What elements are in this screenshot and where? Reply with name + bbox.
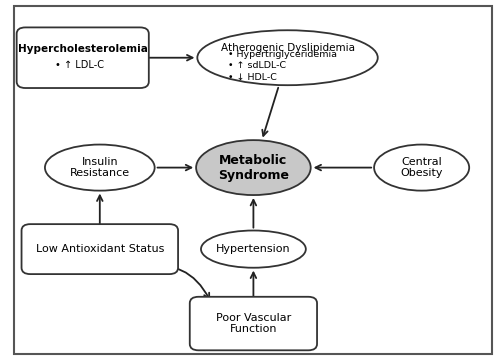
- Ellipse shape: [374, 145, 469, 191]
- Text: • ↑ LDL-C: • ↑ LDL-C: [55, 60, 104, 70]
- Ellipse shape: [196, 140, 310, 195]
- FancyBboxPatch shape: [190, 297, 317, 350]
- Text: Low Antioxidant Status: Low Antioxidant Status: [36, 244, 164, 254]
- Text: Poor Vascular
Function: Poor Vascular Function: [216, 313, 291, 334]
- Ellipse shape: [198, 30, 378, 85]
- Text: Hypertension: Hypertension: [216, 244, 290, 254]
- Text: • Hypertriglyceridemia
• ↑ sdLDL-C
• ↓ HDL-C: • Hypertriglyceridemia • ↑ sdLDL-C • ↓ H…: [228, 50, 336, 82]
- Text: Atherogenic Dyslipidemia: Atherogenic Dyslipidemia: [220, 43, 354, 53]
- Text: Insulin
Resistance: Insulin Resistance: [70, 157, 130, 179]
- FancyBboxPatch shape: [14, 6, 492, 354]
- Ellipse shape: [201, 230, 306, 268]
- FancyBboxPatch shape: [16, 27, 149, 88]
- Text: Central
Obesity: Central Obesity: [400, 157, 443, 179]
- FancyBboxPatch shape: [22, 224, 178, 274]
- Text: Metabolic
Syndrome: Metabolic Syndrome: [218, 154, 289, 181]
- Text: Hypercholesterolemia: Hypercholesterolemia: [18, 44, 148, 54]
- Ellipse shape: [45, 145, 154, 191]
